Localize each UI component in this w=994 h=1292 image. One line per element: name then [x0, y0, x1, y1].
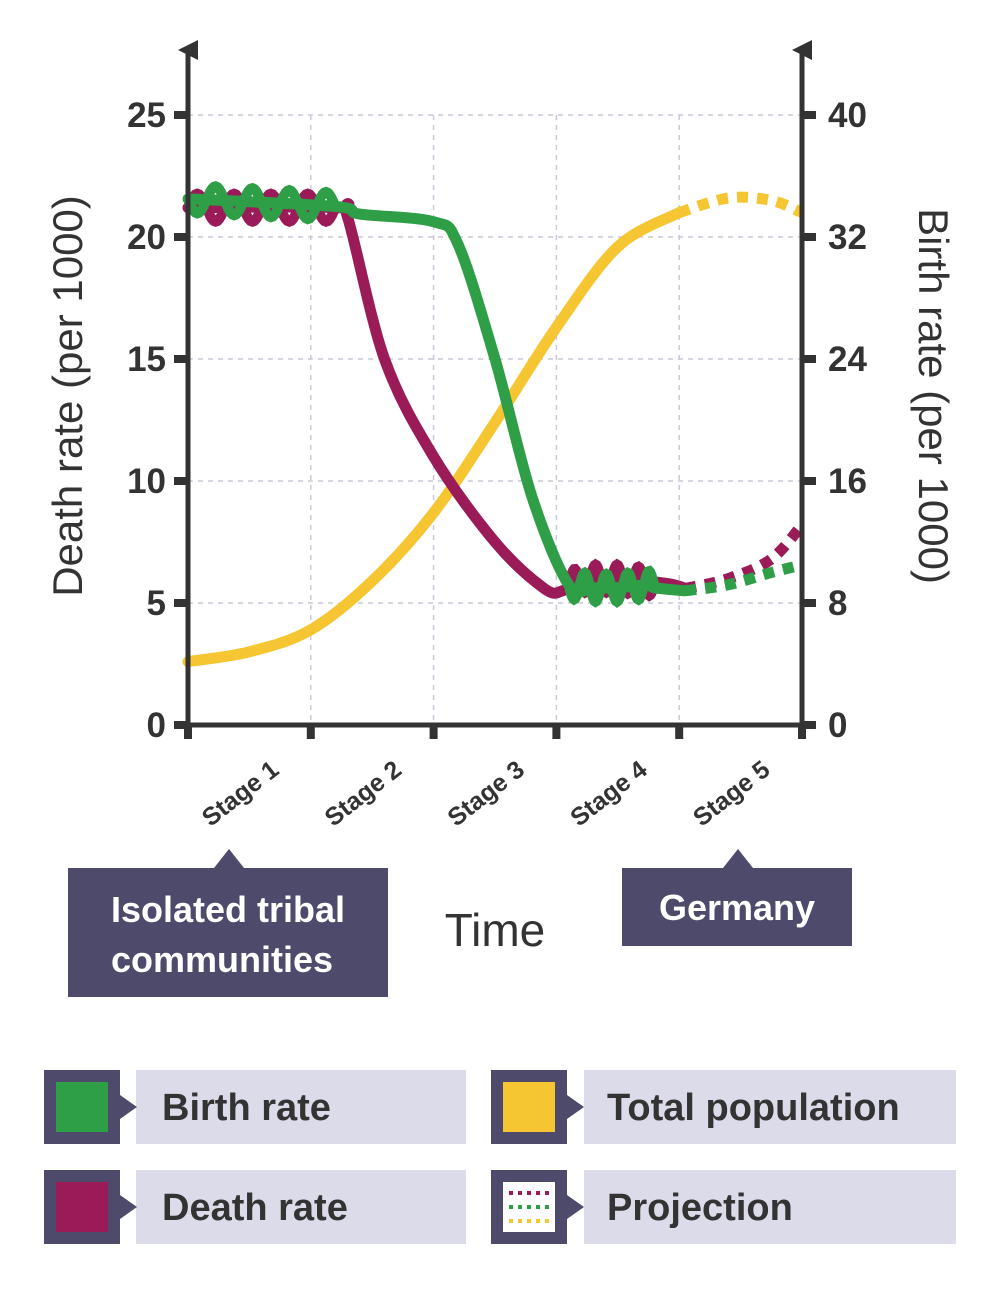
callout-germany: Germany [622, 849, 852, 946]
y-axis-right-title: Birth rate (per 1000) [910, 208, 957, 584]
y-left-tick-label: 5 [147, 584, 166, 623]
birth-rate-fluctuation [563, 565, 660, 608]
x-tick-mark [798, 727, 806, 739]
stage-label: Stage 5 [688, 755, 775, 832]
x-tick-mark [184, 727, 192, 739]
death-rate-swatch [56, 1182, 108, 1232]
legend-label-death-rate: Death rate [162, 1187, 348, 1229]
stage-labels: Stage 1 Stage 2 Stage 3 Stage 4 Stage 5 [197, 755, 776, 832]
stage-label: Stage 2 [320, 755, 407, 832]
legend-label-birth-rate: Birth rate [162, 1087, 331, 1129]
y-right-tick-label: 16 [828, 462, 867, 501]
series-layer [182, 180, 807, 668]
y-left-tick-label: 10 [127, 462, 166, 501]
y-right-tick-mark [804, 233, 816, 241]
y-left-tick-mark [174, 477, 186, 485]
legend-item-birth-rate: Birth rate [44, 1070, 466, 1144]
y-right-tick-label: 40 [828, 96, 867, 135]
y-left-tick-mark [174, 233, 186, 241]
projection-swatch-dots [509, 1191, 551, 1223]
x-tick-mark [429, 727, 438, 739]
legend-item-total-population: Total population [491, 1070, 956, 1144]
y-right-tick-mark [804, 111, 816, 119]
y-right-tick-mark [804, 721, 816, 729]
y-left-tick-mark [174, 355, 186, 363]
birth-rate-projection-line [684, 559, 804, 597]
stage-label: Stage 1 [197, 755, 284, 832]
y-left-tick-mark [174, 111, 186, 119]
stage-label: Stage 3 [442, 755, 529, 832]
y-left-tick-label: 0 [147, 706, 166, 745]
callout-tribal-line-2: communities [111, 939, 333, 980]
y-left-tick-label: 15 [127, 340, 166, 379]
y-right-tick-mark [804, 477, 816, 485]
y-right-tick-mark [804, 355, 816, 363]
y-right-tick-label: 32 [828, 218, 867, 257]
y-axis-left-title: Death rate (per 1000) [44, 195, 91, 597]
total-population-line [182, 207, 685, 668]
y-right-tick-label: 8 [828, 584, 847, 623]
y-right-tick-mark [804, 599, 816, 607]
callout-isolated-tribal: Isolated tribal communities [68, 849, 388, 997]
axes: 0 5 10 15 20 25 0 8 16 24 32 40 [127, 40, 867, 745]
death-rate-projection-line [684, 521, 807, 594]
legend-label-projection: Projection [607, 1187, 793, 1229]
y-left-tick-label: 20 [127, 218, 166, 257]
callout-tribal-line-1: Isolated tribal [111, 889, 345, 930]
stage-label: Stage 4 [565, 755, 652, 832]
y-right-tick-label: 24 [828, 340, 867, 379]
legend-item-projection: Projection [491, 1170, 956, 1244]
y-right-tick-label: 0 [828, 706, 847, 745]
total-population-swatch [503, 1082, 555, 1132]
x-tick-mark [306, 727, 315, 739]
x-tick-mark [675, 727, 684, 739]
callout-germany-line-1: Germany [659, 887, 815, 928]
x-axis-title: Time [445, 904, 546, 956]
birth-rate-fluctuation [183, 180, 341, 225]
x-tick-mark [552, 727, 561, 739]
legend-label-total-population: Total population [607, 1087, 900, 1129]
y-left-tick-mark [174, 599, 186, 607]
legend: Birth rate Total population Death rate [44, 1070, 956, 1244]
legend-item-death-rate: Death rate [44, 1170, 466, 1244]
birth-rate-swatch [56, 1082, 108, 1132]
y-left-tick-mark [174, 721, 186, 729]
y-left-tick-label: 25 [127, 96, 166, 135]
total-population-projection-line [677, 191, 805, 218]
